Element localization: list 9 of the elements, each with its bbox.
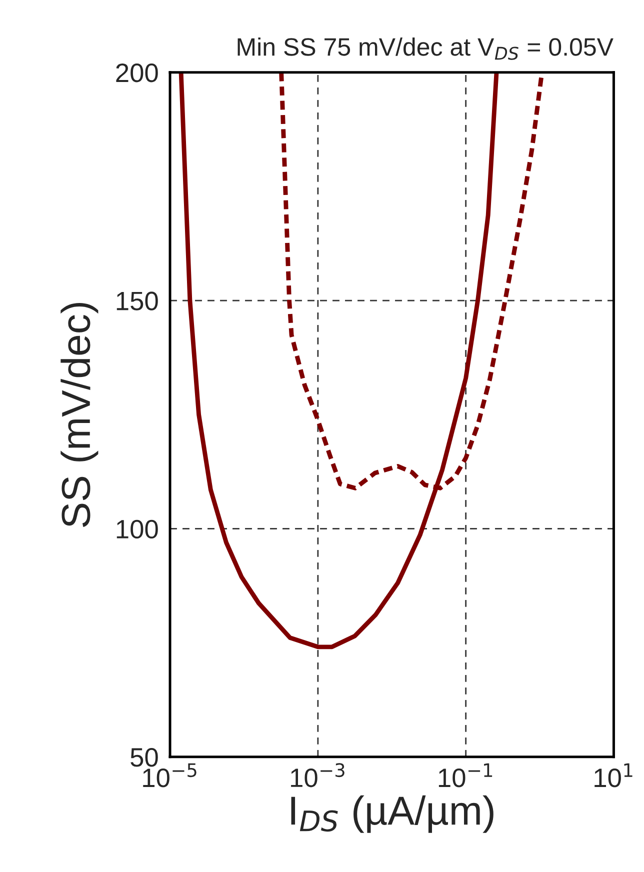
y-tick-label: 150: [116, 292, 158, 310]
y-tick-label: 200: [116, 64, 158, 82]
x-tick-label: 10$^{−3}$: [291, 763, 344, 788]
y-axis-title: SS (mV/dec): [60, 302, 98, 527]
chart-title: Min SS 75 mV/dec at V$_{DS}$ = 0.05V: [238, 37, 614, 60]
x-tick-label: 10$^{−1}$: [438, 763, 492, 788]
x-axis-title: I$_{DS}$ (µA/µm): [291, 795, 494, 833]
x-tick-label: 10$^{1}$: [594, 763, 632, 788]
y-tick-label: 100: [116, 520, 158, 539]
